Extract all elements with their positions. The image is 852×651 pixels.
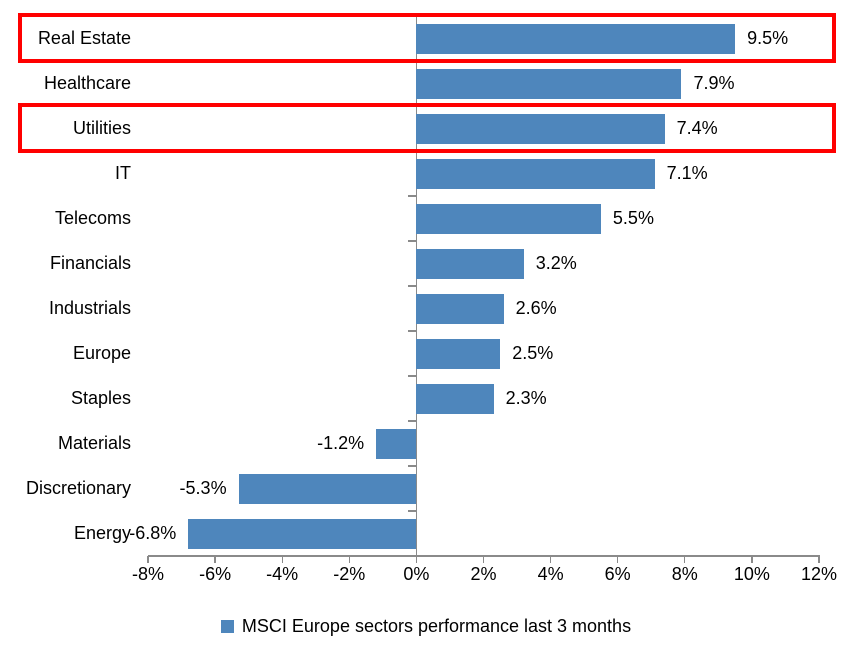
- category-axis-tick: [407, 285, 416, 287]
- bar-europe: [416, 338, 501, 369]
- value-label-real-estate: 9.5%: [747, 28, 789, 48]
- category-label-discretionary: Discretionary: [25, 478, 131, 498]
- value-label-industrials: 2.6%: [515, 298, 557, 318]
- value-axis-line: [148, 555, 820, 557]
- bar-it: [416, 158, 655, 189]
- legend-swatch-icon: [220, 619, 234, 633]
- x-tick-label-2-: 2%: [470, 564, 497, 584]
- x-tick-label-10-: 10%: [733, 564, 770, 584]
- value-axis-tick: [281, 556, 283, 563]
- value-axis-tick: [482, 556, 485, 563]
- bar-staples: [416, 383, 494, 414]
- category-axis-line: [415, 15, 417, 557]
- category-axis-tick: [407, 510, 416, 512]
- category-label-utilities: Utilities: [72, 118, 131, 138]
- value-axis-tick: [415, 556, 418, 563]
- category-label-real-estate: Real Estate: [37, 28, 131, 48]
- legend-label: MSCI Europe sectors performance last 3 m…: [241, 615, 632, 636]
- value-label-europe: 2.5%: [512, 343, 554, 363]
- bar-utilities: [416, 113, 665, 144]
- value-label-discretionary: -5.3%: [179, 478, 227, 498]
- value-axis-tick: [818, 556, 820, 563]
- value-label-financials: 3.2%: [535, 253, 577, 273]
- x-tick-label-12-: 12%: [800, 564, 838, 584]
- bar-industrials: [416, 293, 504, 324]
- category-label-industrials: Industrials: [48, 298, 131, 318]
- bar-materials: [376, 428, 417, 459]
- category-axis-tick: [407, 555, 416, 557]
- category-label-telecoms: Telecoms: [54, 208, 131, 228]
- x-tick-label--8-: -8%: [131, 564, 164, 584]
- value-label-staples: 2.3%: [505, 388, 547, 408]
- x-tick-label-0-: 0%: [403, 564, 430, 584]
- bar-telecoms: [416, 203, 601, 234]
- value-label-it: 7.1%: [666, 163, 708, 183]
- legend: MSCI Europe sectors performance last 3 m…: [0, 612, 852, 640]
- category-label-europe: Europe: [72, 343, 131, 363]
- bar-financials: [416, 248, 524, 279]
- value-label-energy: -6.8%: [129, 523, 177, 543]
- value-axis-tick: [214, 556, 216, 563]
- value-axis-tick: [751, 556, 753, 563]
- x-tick-label--2-: -2%: [333, 564, 366, 584]
- category-label-materials: Materials: [57, 433, 131, 453]
- category-axis-tick: [407, 375, 416, 377]
- value-axis-tick: [549, 556, 552, 563]
- bar-healthcare: [416, 68, 682, 99]
- value-label-materials: -1.2%: [317, 433, 365, 453]
- value-label-healthcare: 7.9%: [693, 73, 735, 93]
- highlight-box-utilities: [18, 103, 836, 153]
- bar-real-estate: [416, 23, 736, 54]
- x-tick-label--6-: -6%: [199, 564, 232, 584]
- x-tick-label-4-: 4%: [537, 564, 564, 584]
- x-tick-label--4-: -4%: [266, 564, 299, 584]
- value-axis-tick: [348, 556, 350, 563]
- category-axis-tick: [407, 240, 416, 242]
- bar-energy: [188, 518, 417, 549]
- category-axis-tick: [407, 465, 416, 467]
- value-axis-tick: [147, 556, 149, 563]
- value-axis-tick: [684, 556, 686, 563]
- bar-discretionary: [238, 473, 417, 504]
- category-label-it: IT: [115, 163, 131, 183]
- category-label-energy: Energy: [73, 523, 131, 543]
- highlight-box-real-estate: [18, 13, 836, 63]
- value-label-telecoms: 5.5%: [612, 208, 654, 228]
- category-label-financials: Financials: [49, 253, 131, 273]
- value-label-utilities: 7.4%: [676, 118, 718, 138]
- category-axis-tick: [407, 330, 416, 332]
- category-label-healthcare: Healthcare: [43, 73, 131, 93]
- x-tick-label-8-: 8%: [671, 564, 698, 584]
- category-axis-tick: [407, 195, 416, 197]
- x-tick-label-6-: 6%: [604, 564, 631, 584]
- value-axis-tick: [617, 556, 619, 563]
- category-axis-tick: [407, 420, 416, 422]
- category-label-staples: Staples: [70, 388, 131, 408]
